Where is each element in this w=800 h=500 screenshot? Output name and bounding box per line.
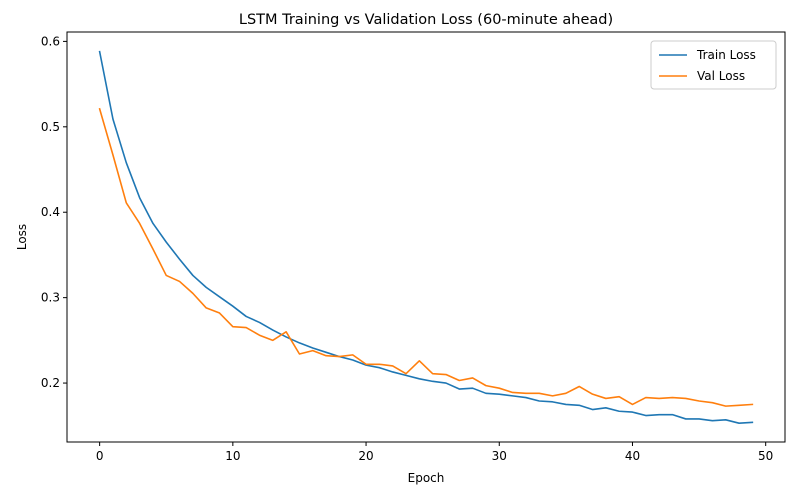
plot-area [66, 31, 786, 443]
series-layer [98, 50, 754, 425]
legend-item-train-loss: Train Loss [659, 48, 756, 62]
x-tick-label: 50 [758, 449, 773, 463]
series-line-val-loss [98, 107, 754, 407]
x-tick-label: 20 [358, 449, 373, 463]
x-axis-title: Epoch [408, 471, 445, 485]
x-tick-label: 40 [625, 449, 640, 463]
x-tick-label: 0 [96, 449, 104, 463]
x-tick-label: 30 [492, 449, 507, 463]
y-tick-label: 0.4 [41, 205, 60, 219]
legend-box [650, 40, 777, 90]
y-tick-label: 0.6 [41, 34, 60, 48]
chart-title: LSTM Training vs Validation Loss (60-min… [239, 12, 613, 28]
y-tick-label: 0.3 [41, 291, 60, 305]
y-tick-label: 0.2 [41, 376, 60, 390]
x-axis: 0 10 20 30 40 50 [96, 442, 773, 463]
plot-frame [66, 31, 786, 443]
legend-label: Train Loss [696, 48, 756, 62]
series-line-train-loss [98, 50, 754, 425]
y-axis: 0.2 0.3 0.4 0.5 0.6 [41, 34, 67, 390]
legend-label: Val Loss [697, 69, 745, 83]
x-tick-label: 10 [225, 449, 240, 463]
legend: Train Loss Val Loss [650, 40, 777, 90]
y-tick-label: 0.5 [41, 120, 60, 134]
y-axis-title: Loss [15, 224, 29, 250]
legend-item-val-loss: Val Loss [659, 69, 745, 83]
